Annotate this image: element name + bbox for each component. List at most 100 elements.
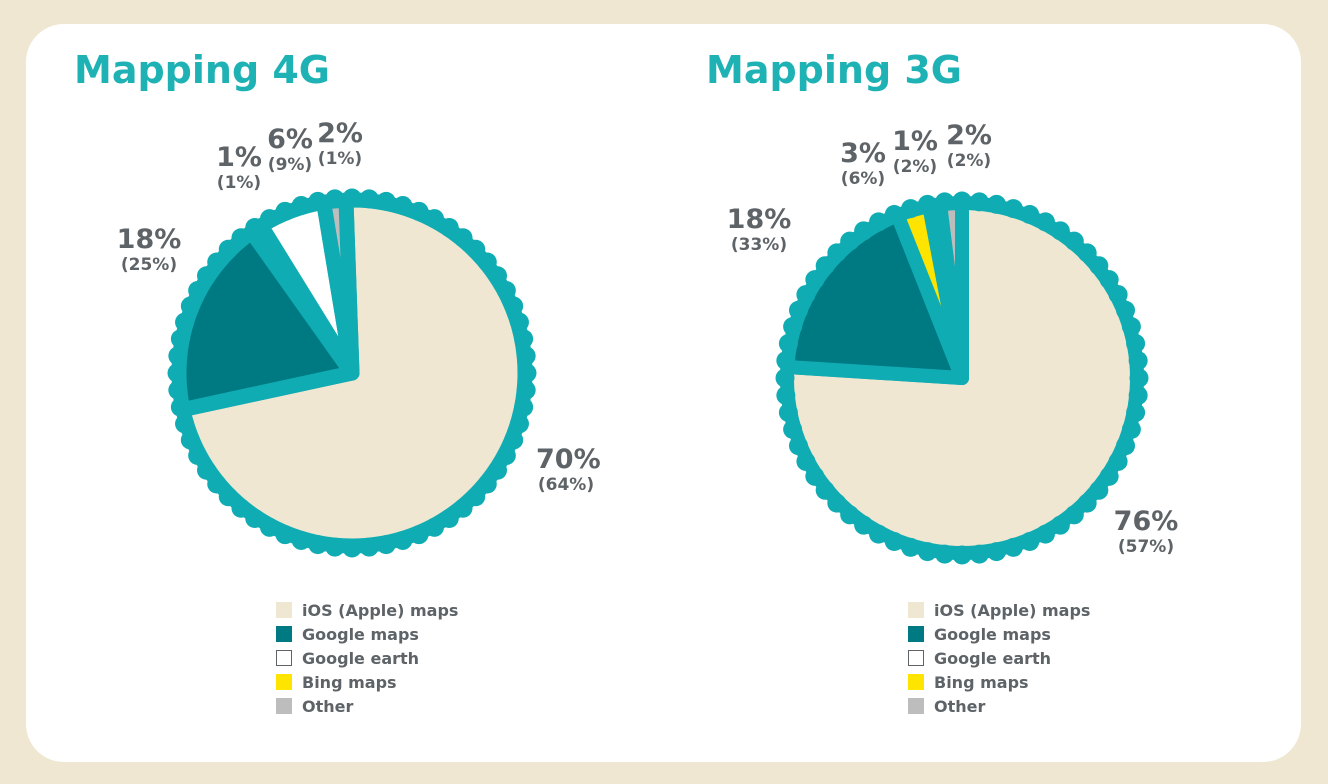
pie-ring-scallop (778, 333, 798, 353)
pie-ring-scallop (884, 532, 904, 552)
pie-ring-scallop (1020, 532, 1040, 552)
pie-ring-scallop (805, 270, 825, 290)
pie-3g-label-ios: 76% (57%) (1113, 506, 1179, 557)
legend-item-ios: iOS (Apple) maps (276, 598, 458, 622)
pie-ring-scallop (517, 363, 537, 383)
pie-ring-scallop (1077, 243, 1097, 263)
pie-ring-scallop (840, 231, 860, 251)
legend-item-other: Other (276, 694, 458, 718)
pie-ring-scallop (776, 351, 796, 371)
pie-ring-scallop (778, 403, 798, 423)
pie-ring-scallop (188, 281, 208, 301)
legend-swatch-ios (276, 602, 292, 618)
pie-ring-scallop (1003, 537, 1023, 557)
legend-swatch-other (276, 698, 292, 714)
pie-ring-scallop (1121, 317, 1141, 337)
pie-ring-scallop (1064, 231, 1084, 251)
pie-ring-scallop (170, 397, 190, 417)
pie-ring-scallop (1108, 451, 1128, 471)
legend-3g: iOS (Apple) maps Google maps Google eart… (908, 598, 1090, 718)
pie-ring-scallop (1121, 419, 1141, 439)
pie-ring-scallop (509, 312, 529, 332)
pie-ring-scallop (496, 445, 516, 465)
pie-ring-scallop (488, 460, 508, 480)
legend-item-other: Other (908, 694, 1090, 718)
pie-ring-scallop (854, 221, 874, 241)
pie-ring-scallop (245, 509, 265, 529)
pie-ring-scallop (840, 505, 860, 525)
pie-ring-scallop (207, 474, 227, 494)
pie-ring-scallop (308, 191, 328, 211)
pie-ring-scallop (180, 296, 200, 316)
pie-4g-label-ios: 70% (64%) (536, 444, 601, 495)
pie-4g-label-google-earth: 6% (9%) (267, 124, 313, 175)
pie-ring-scallop (409, 201, 429, 221)
pie-ring-scallop (1035, 524, 1055, 544)
pie-ring-scallop (987, 542, 1007, 562)
pie-ring-scallop (901, 537, 921, 557)
pie-ring-scallop (376, 535, 396, 555)
pie-ring-scallop (359, 537, 379, 557)
pie-ring-scallop (245, 217, 265, 237)
pie-ring-scallop (188, 445, 208, 465)
pie-ring-scallop (1129, 368, 1149, 388)
pie-ring-scallop (439, 217, 459, 237)
pie-ring-scallop (805, 466, 825, 486)
pie-ring-scallop (1108, 285, 1128, 305)
pie-ring-scallop (1050, 221, 1070, 241)
pie-ring-scallop (453, 228, 473, 248)
pie-ring-scallop (325, 537, 345, 557)
pie-ring-scallop (1050, 515, 1070, 535)
pie-ring-scallop (393, 196, 413, 216)
pie-ring-scallop (783, 419, 803, 439)
pie-ring-scallop (514, 397, 534, 417)
pie-ring-scallop (466, 487, 486, 507)
legend-item-google-maps: Google maps (908, 622, 1090, 646)
legend-item-google-earth: Google earth (276, 646, 458, 670)
pie-3g-label-google-earth: 1% (2%) (892, 126, 938, 177)
pie-ring-scallop (514, 329, 534, 349)
pie-ring-scallop (1089, 480, 1109, 500)
legend-swatch-bing (908, 674, 924, 690)
pie-ring-scallop (969, 544, 989, 564)
pie-ring-scallop (168, 346, 188, 366)
pie-ring-scallop (1035, 212, 1055, 232)
pie-ring-scallop (516, 346, 536, 366)
pie-4g-label-other: 2% (1%) (317, 118, 363, 169)
pie-ring-scallop (901, 199, 921, 219)
pie-3g-label-bing: 3% (6%) (840, 138, 886, 189)
pie-ring-scallop (1099, 466, 1119, 486)
legend-item-ios: iOS (Apple) maps (908, 598, 1090, 622)
pie-ring-scallop (207, 252, 227, 272)
pie-ring-scallop (291, 196, 311, 216)
legend-swatch-google-maps (908, 626, 924, 642)
pie-ring-scallop (170, 329, 190, 349)
pie-ring-scallop (1089, 256, 1109, 276)
pie-ring-scallop (439, 509, 459, 529)
pie-ring-scallop (453, 498, 473, 518)
legend-swatch-bing (276, 674, 292, 690)
pie-ring-scallop (815, 256, 835, 276)
legend-4g: iOS (Apple) maps Google maps Google eart… (276, 598, 458, 718)
pie-ring-scallop (275, 201, 295, 221)
pie-ring-scallop (260, 517, 280, 537)
pie-ring-scallop (935, 544, 955, 564)
pie-ring-scallop (196, 266, 216, 286)
pie-ring-scallop (917, 194, 937, 214)
pie-ring-scallop (796, 451, 816, 471)
pie-ring-scallop (409, 525, 429, 545)
legend-item-bing: Bing maps (908, 670, 1090, 694)
pie-ring-scallop (175, 414, 195, 434)
pie-ring-scallop (488, 266, 508, 286)
pie-ring-scallop (776, 385, 796, 405)
pie-ring-scallop (1128, 385, 1148, 405)
legend-item-bing: Bing maps (276, 670, 458, 694)
pie-ring-scallop (424, 517, 444, 537)
pie-ring-scallop (884, 204, 904, 224)
pie-ring-scallop (231, 498, 251, 518)
pie-ring-scallop (466, 239, 486, 259)
pie-ring-scallop (1128, 351, 1148, 371)
pie-ring-scallop (275, 525, 295, 545)
